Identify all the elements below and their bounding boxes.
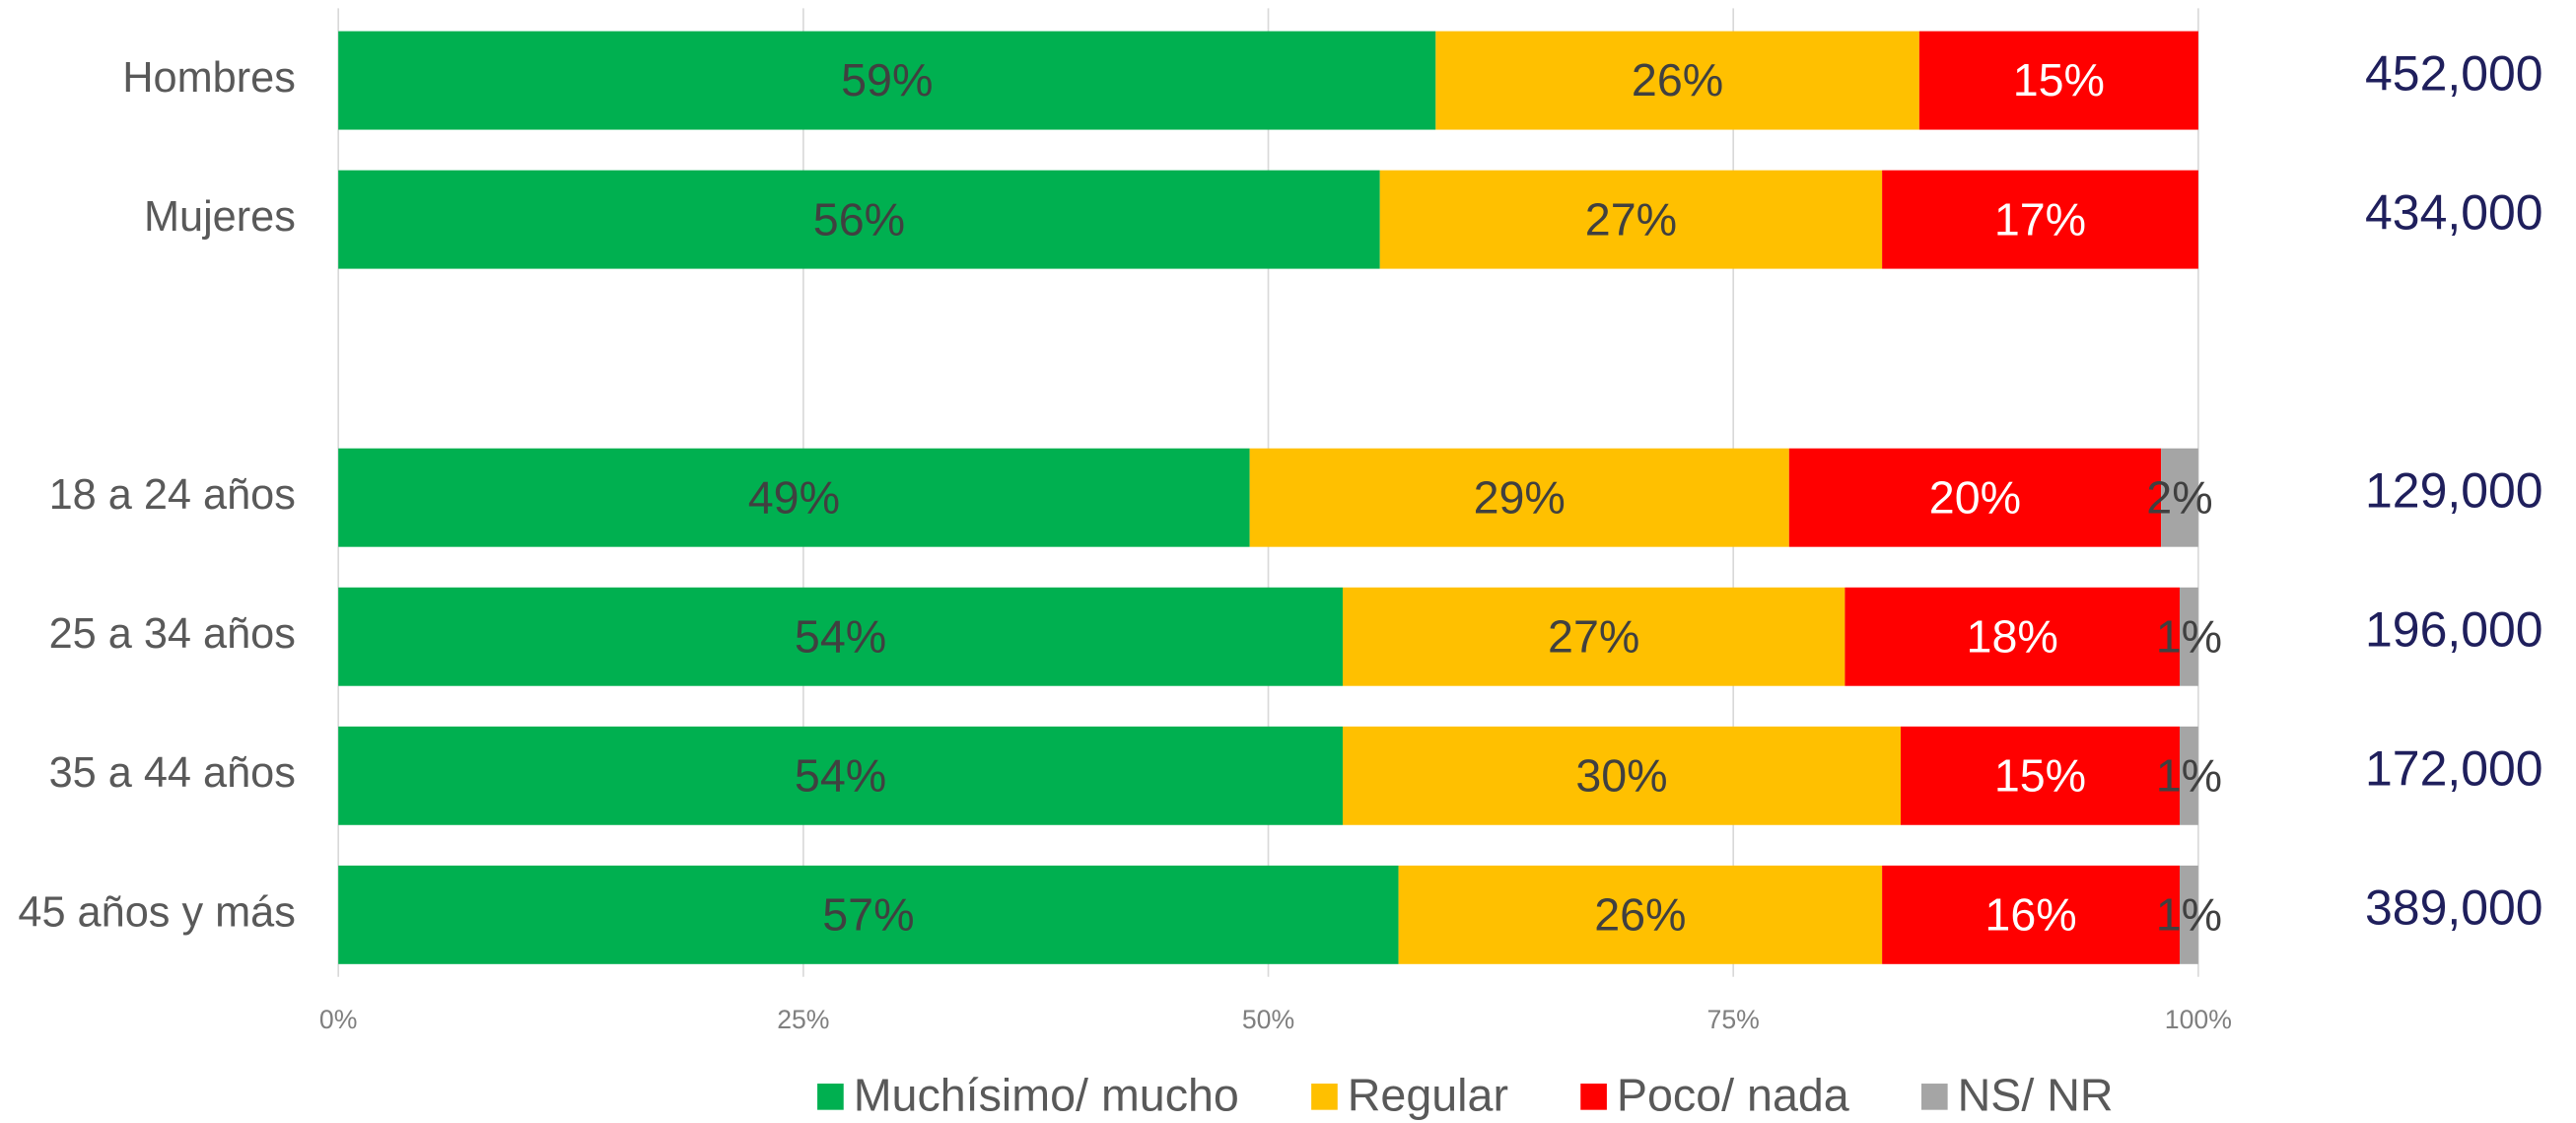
value-label: 54% xyxy=(795,610,886,662)
value-label: 26% xyxy=(1594,888,1686,940)
category-label: 18 a 24 años xyxy=(49,471,296,519)
x-tick-label: 0% xyxy=(319,1005,357,1034)
bar-segment xyxy=(1845,587,2180,686)
legend-swatch xyxy=(1311,1084,1338,1110)
legend-label: NS/ NR xyxy=(1958,1069,2114,1120)
category-label: 25 a 34 años xyxy=(49,610,296,658)
value-label: 16% xyxy=(1984,888,2076,940)
value-label: 29% xyxy=(1474,471,1566,523)
x-tick-label: 75% xyxy=(1707,1005,1760,1034)
x-tick-label: 25% xyxy=(777,1005,829,1034)
value-label: 18% xyxy=(1967,610,2058,662)
bar-segment xyxy=(1882,170,2198,269)
category-label: 45 años y más xyxy=(18,888,295,936)
legend-swatch xyxy=(1580,1084,1607,1110)
legend: Muchísimo/ mucho Regular Poco/ nada NS/ NR xyxy=(817,1069,2114,1120)
bar-segment xyxy=(338,170,1380,269)
bar-segment xyxy=(1342,587,1845,686)
bar-segment xyxy=(1882,865,2180,964)
bar-segment xyxy=(338,448,1250,547)
value-label: 1% xyxy=(2156,610,2222,662)
total-label: 452,000 xyxy=(2365,45,2543,101)
value-label: 57% xyxy=(822,888,914,940)
value-label: 15% xyxy=(2013,54,2105,105)
value-label: 56% xyxy=(813,193,905,245)
legend-label: Regular xyxy=(1348,1069,1508,1120)
bar-segment xyxy=(2161,448,2198,547)
x-tick-label: 100% xyxy=(2165,1005,2232,1034)
value-label: 17% xyxy=(1994,193,2086,245)
bar-segment xyxy=(1379,170,1883,269)
value-label: 26% xyxy=(1632,54,1723,105)
bar-segment xyxy=(1249,448,1789,547)
bar-segment xyxy=(1398,865,1883,964)
bar-segment xyxy=(1788,448,2162,547)
legend-label: Muchísimo/ mucho xyxy=(854,1069,1239,1120)
category-label: 35 a 44 años xyxy=(49,749,296,797)
value-label: 15% xyxy=(1994,749,2086,801)
bar-segment xyxy=(338,726,1343,825)
bar-segment xyxy=(338,587,1343,686)
bar-segment xyxy=(2179,726,2198,825)
bar-segment xyxy=(2179,865,2198,964)
bar-segment xyxy=(1900,726,2180,825)
bar-segment xyxy=(2179,587,2198,686)
value-label: 1% xyxy=(2156,749,2222,801)
x-tick-label: 50% xyxy=(1242,1005,1294,1034)
category-label: Mujeres xyxy=(144,193,296,241)
category-label: Hombres xyxy=(122,54,296,102)
bar-segment xyxy=(338,865,1399,964)
legend-label: Poco/ nada xyxy=(1617,1069,1849,1120)
total-label: 172,000 xyxy=(2365,741,2543,797)
value-label: 49% xyxy=(748,471,840,523)
bar-segment xyxy=(1342,726,1901,825)
legend-swatch xyxy=(1920,1084,1948,1110)
value-label: 1% xyxy=(2156,888,2222,940)
total-label: 434,000 xyxy=(2365,184,2543,240)
value-label: 2% xyxy=(2146,471,2212,523)
total-label: 196,000 xyxy=(2365,602,2543,658)
value-label: 27% xyxy=(1585,193,1677,245)
bar-segment xyxy=(1918,31,2198,130)
bar-segment xyxy=(338,31,1436,130)
value-label: 27% xyxy=(1548,610,1639,662)
value-label: 20% xyxy=(1929,471,2021,523)
value-label: 54% xyxy=(795,749,886,801)
total-label: 129,000 xyxy=(2365,463,2543,519)
legend-swatch xyxy=(817,1084,844,1110)
bar-segment xyxy=(1435,31,1919,130)
value-label: 30% xyxy=(1575,749,1667,801)
total-label: 389,000 xyxy=(2365,880,2543,936)
value-label: 59% xyxy=(841,54,933,105)
